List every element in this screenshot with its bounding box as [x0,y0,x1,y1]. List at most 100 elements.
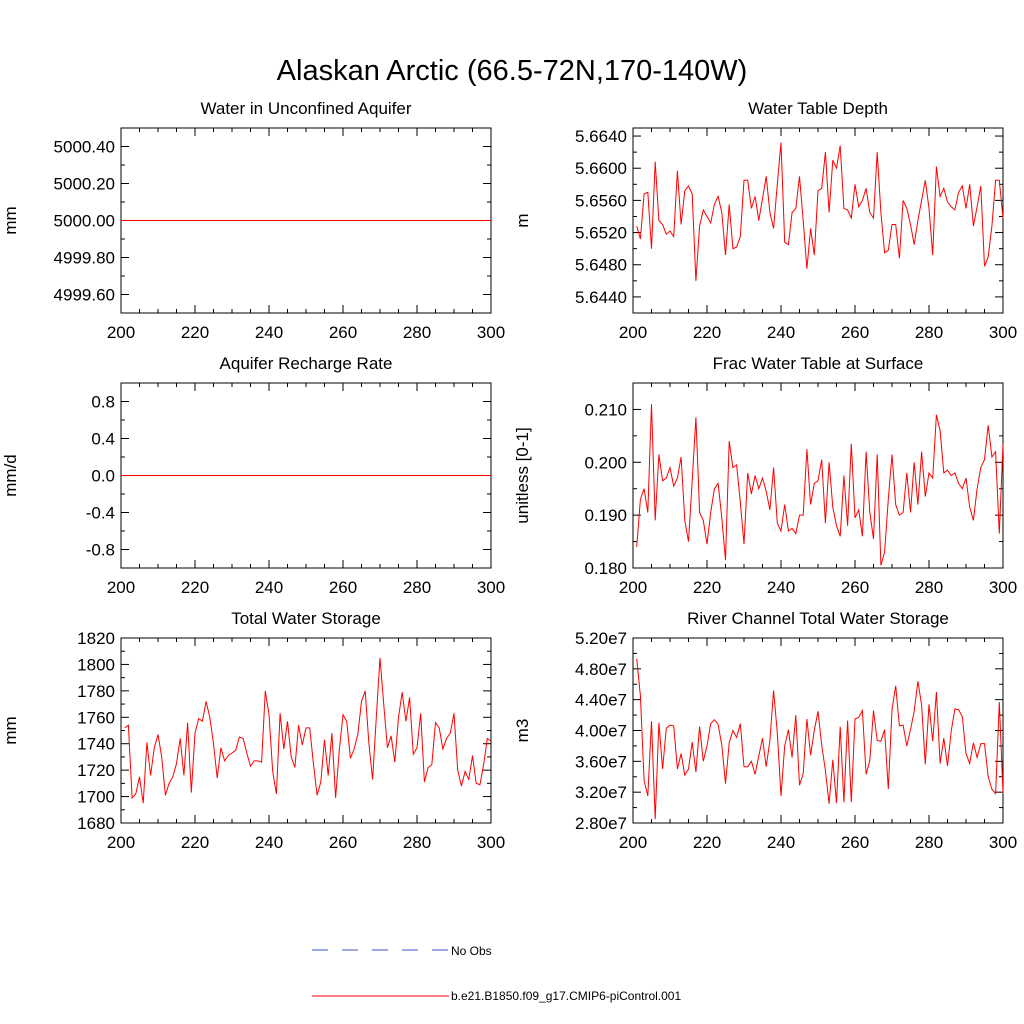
total-water-storage-ytick-label: 1800 [77,655,115,674]
panel-water-in-unconfined-aquifer: Water in Unconfined Aquifer mm 200 220 240 26… [1,99,505,342]
water-table-depth-xtick-label: 300 [989,323,1017,342]
frac-water-table-at-surface-xtick-label: 200 [619,578,647,597]
total-water-storage-series-line [124,657,492,804]
total-water-storage-ytick-label: 1720 [77,761,115,780]
aquifer-recharge-rate-ytick-label: 0.0 [91,467,115,486]
frac-water-table-at-surface-ytick-label: 0.190 [584,506,627,525]
water-table-depth-title: Water Table Depth [748,99,888,118]
water-in-unconfined-aquifer-xtick-label: 240 [255,323,283,342]
aquifer-recharge-rate-ytick-label: -0.4 [86,504,115,523]
aquifer-recharge-rate-xtick-label: 260 [329,578,357,597]
water-in-unconfined-aquifer-ytick-label: 5000.20 [54,175,115,194]
aquifer-recharge-rate-xtick-label: 220 [181,578,209,597]
aquifer-recharge-rate-xtick-label: 280 [403,578,431,597]
water-in-unconfined-aquifer-ylabel: mm [1,206,20,234]
water-in-unconfined-aquifer-xtick-label: 280 [403,323,431,342]
water-in-unconfined-aquifer-ytick-label: 5000.00 [54,212,115,231]
water-in-unconfined-aquifer-ytick-label: 5000.40 [54,138,115,157]
water-table-depth-ytick-label: 5.6520 [575,224,627,243]
total-water-storage-xtick-label: 300 [477,833,505,852]
river-channel-total-water-storage-xtick-label: 200 [619,833,647,852]
water-table-depth-xtick-label: 200 [619,323,647,342]
panel-total-water-storage: Total Water Storage mm 200 220 240 260 280 300 1… [1,609,505,852]
aquifer-recharge-rate-ytick-label: 0.4 [91,430,115,449]
frac-water-table-at-surface-ytick-label: 0.210 [584,400,627,419]
legend: No Obs b.e21.B1850.f09_g17.CMIP6-piContr… [312,944,681,1003]
river-channel-total-water-storage-series-line [636,658,1004,820]
frac-water-table-at-surface-ylabel: unitless [0-1] [513,427,532,523]
water-in-unconfined-aquifer-xtick-label: 220 [181,323,209,342]
river-channel-total-water-storage-ytick-label: 3.20e7 [575,783,627,802]
total-water-storage-xtick-label: 220 [181,833,209,852]
total-water-storage-ytick-label: 1700 [77,788,115,807]
river-channel-total-water-storage-xtick-label: 280 [915,833,943,852]
aquifer-recharge-rate-ylabel: mm/d [1,454,20,497]
frac-water-table-at-surface-xtick-label: 220 [693,578,721,597]
aquifer-recharge-rate-xtick-label: 240 [255,578,283,597]
frac-water-table-at-surface-xtick-label: 280 [915,578,943,597]
frac-water-table-at-surface-series-line [636,404,1004,566]
legend-obs-label: No Obs [451,944,492,958]
total-water-storage-ytick-label: 1820 [77,629,115,648]
water-table-depth-series-line [636,142,1004,281]
river-channel-total-water-storage-ytick-label: 4.80e7 [575,660,627,679]
river-channel-total-water-storage-xtick-label: 260 [841,833,869,852]
panel-frac-water-table-at-surface: Frac Water Table at Surface unitless [0-1… [513,354,1017,597]
total-water-storage-xtick-label: 280 [403,833,431,852]
river-channel-total-water-storage-xtick-label: 300 [989,833,1017,852]
water-table-depth-ytick-label: 5.6480 [575,256,627,275]
aquifer-recharge-rate-title: Aquifer Recharge Rate [220,354,393,373]
water-table-depth-xtick-label: 280 [915,323,943,342]
water-in-unconfined-aquifer-xtick-label: 200 [107,323,135,342]
frac-water-table-at-surface-ytick-label: 0.180 [584,559,627,578]
total-water-storage-plot-frame [120,637,492,824]
panel-water-table-depth: Water Table Depth m 200 220 240 260 280 300 5.64… [513,99,1017,342]
total-water-storage-ylabel: mm [1,716,20,744]
water-table-depth-xtick-label: 240 [767,323,795,342]
total-water-storage-xtick-label: 200 [107,833,135,852]
river-channel-total-water-storage-ytick-label: 4.00e7 [575,722,627,741]
total-water-storage-ytick-label: 1680 [77,814,115,833]
river-channel-total-water-storage-title: River Channel Total Water Storage [687,609,949,628]
aquifer-recharge-rate-xtick-label: 200 [107,578,135,597]
panel-aquifer-recharge-rate: Aquifer Recharge Rate mm/d 200 220 240 260 280… [1,354,505,597]
water-in-unconfined-aquifer-ytick-label: 4999.80 [54,249,115,268]
water-table-depth-xtick-label: 260 [841,323,869,342]
river-channel-total-water-storage-ytick-label: 5.20e7 [575,629,627,648]
total-water-storage-xtick-label: 260 [329,833,357,852]
water-in-unconfined-aquifer-xtick-label: 300 [477,323,505,342]
water-table-depth-ytick-label: 5.6560 [575,191,627,210]
water-table-depth-xtick-label: 220 [693,323,721,342]
water-table-depth-ytick-label: 5.6440 [575,288,627,307]
total-water-storage-ytick-label: 1760 [77,708,115,727]
water-table-depth-ytick-label: 5.6640 [575,127,627,146]
frac-water-table-at-surface-ytick-label: 0.200 [584,453,627,472]
water-table-depth-plot-frame [632,127,1004,314]
frac-water-table-at-surface-xtick-label: 300 [989,578,1017,597]
river-channel-total-water-storage-ytick-label: 2.80e7 [575,814,627,833]
aquifer-recharge-rate-ytick-label: -0.8 [86,541,115,560]
figure-title: Alaskan Arctic (66.5-72N,170-140W) [277,55,748,87]
river-channel-total-water-storage-ylabel: m3 [513,719,532,743]
total-water-storage-ytick-label: 1780 [77,682,115,701]
frac-water-table-at-surface-xtick-label: 260 [841,578,869,597]
water-in-unconfined-aquifer-title: Water in Unconfined Aquifer [200,99,411,118]
frac-water-table-at-surface-title: Frac Water Table at Surface [713,354,924,373]
river-channel-total-water-storage-ytick-label: 3.60e7 [575,752,627,771]
river-channel-total-water-storage-ytick-label: 4.40e7 [575,691,627,710]
water-in-unconfined-aquifer-xtick-label: 260 [329,323,357,342]
total-water-storage-title: Total Water Storage [231,609,381,628]
water-table-depth-ylabel: m [513,213,532,227]
total-water-storage-ytick-label: 1740 [77,735,115,754]
river-channel-total-water-storage-xtick-label: 240 [767,833,795,852]
legend-model-label: b.e21.B1850.f09_g17.CMIP6-piControl.001 [451,989,681,1003]
aquifer-recharge-rate-xtick-label: 300 [477,578,505,597]
panel-river-channel-total-water-storage: River Channel Total Water Storage m3 200 22… [513,609,1017,852]
total-water-storage-xtick-label: 240 [255,833,283,852]
river-channel-total-water-storage-xtick-label: 220 [693,833,721,852]
frac-water-table-at-surface-xtick-label: 240 [767,578,795,597]
water-table-depth-ytick-label: 5.6600 [575,159,627,178]
water-in-unconfined-aquifer-ytick-label: 4999.60 [54,286,115,305]
aquifer-recharge-rate-ytick-label: 0.8 [91,393,115,412]
